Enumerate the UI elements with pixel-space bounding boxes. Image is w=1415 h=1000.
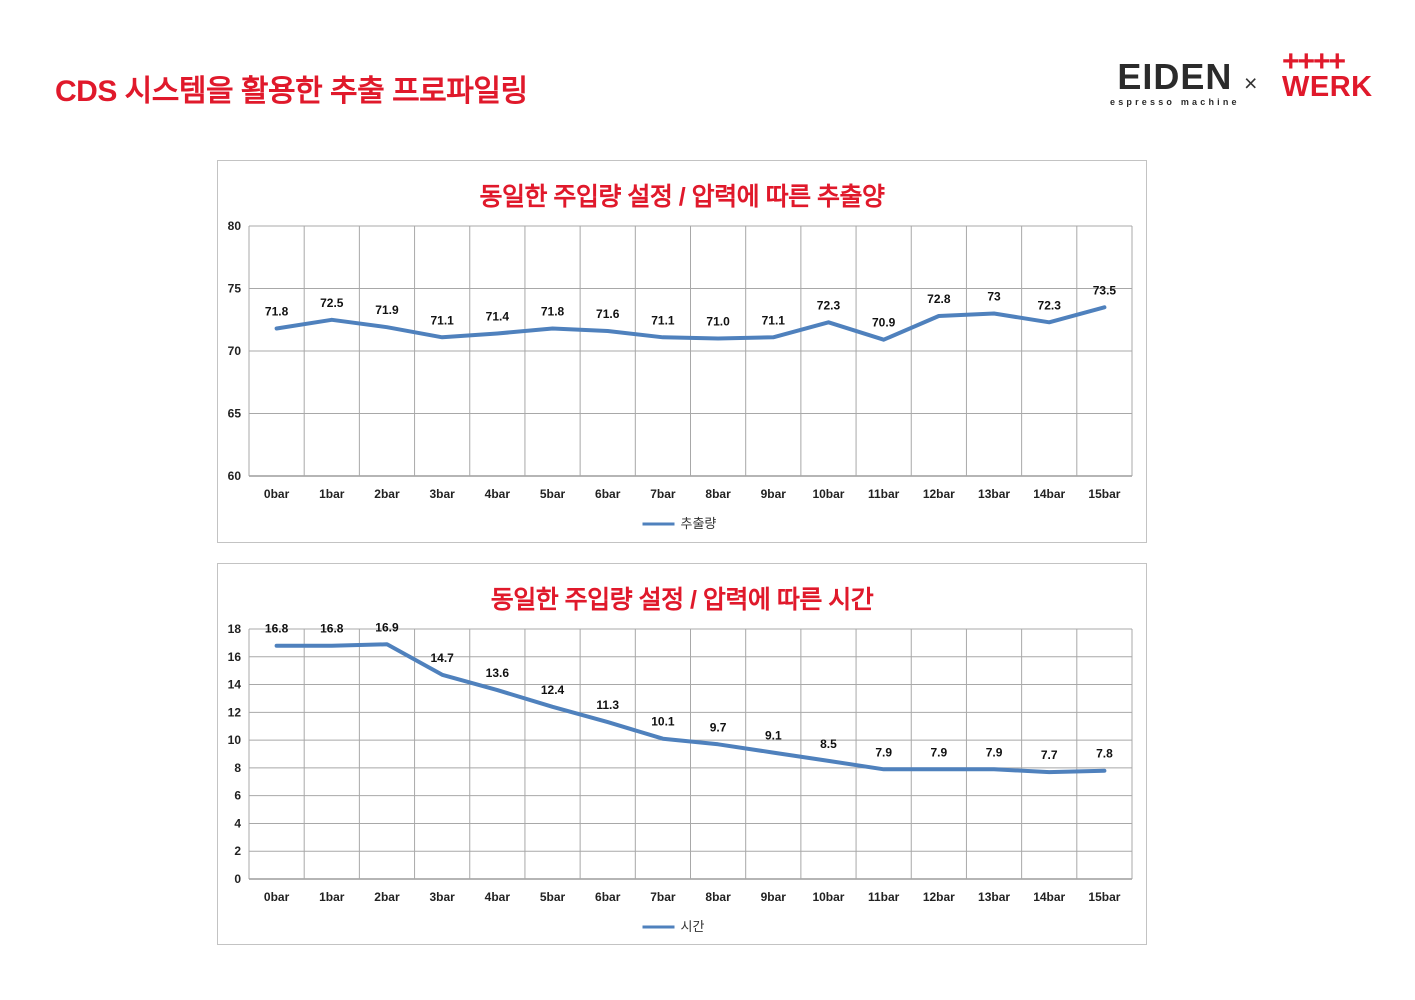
svg-text:0: 0 [234, 872, 241, 886]
svg-text:10.1: 10.1 [651, 715, 675, 729]
svg-text:12: 12 [228, 705, 242, 719]
svg-text:16: 16 [228, 650, 242, 664]
svg-text:10: 10 [228, 733, 242, 747]
svg-text:71.4: 71.4 [486, 310, 510, 324]
collab-x-icon: × [1244, 70, 1258, 96]
svg-text:71.1: 71.1 [651, 313, 675, 327]
svg-text:3bar: 3bar [429, 487, 455, 501]
svg-text:7bar: 7bar [650, 487, 676, 501]
svg-text:15bar: 15bar [1088, 487, 1120, 501]
svg-text:73.5: 73.5 [1093, 283, 1117, 297]
svg-text:4bar: 4bar [485, 890, 511, 904]
svg-text:14: 14 [228, 678, 242, 692]
svg-text:14.7: 14.7 [430, 651, 454, 665]
eiden-wordmark: EIDEN [1117, 56, 1233, 97]
svg-text:12.4: 12.4 [541, 683, 565, 697]
svg-text:72.3: 72.3 [1038, 298, 1062, 312]
svg-text:8: 8 [234, 761, 241, 775]
svg-text:80: 80 [228, 219, 242, 233]
svg-text:7.9: 7.9 [986, 745, 1003, 759]
svg-text:6: 6 [234, 789, 241, 803]
extraction-amount-chart-panel: 동일한 주입량 설정 / 압력에 따른 추출양 60 65 70 75 80 0bar 1b… [217, 160, 1147, 543]
eiden-logo: EIDEN espresso machine [1110, 56, 1240, 108]
svg-text:11bar: 11bar [868, 890, 900, 904]
svg-text:10bar: 10bar [812, 487, 844, 501]
svg-text:7.7: 7.7 [1041, 748, 1058, 762]
svg-text:16.8: 16.8 [265, 622, 289, 636]
svg-text:7bar: 7bar [650, 890, 676, 904]
svg-text:13bar: 13bar [978, 487, 1010, 501]
svg-text:16.9: 16.9 [375, 620, 399, 634]
svg-text:71.8: 71.8 [541, 305, 565, 319]
svg-text:14bar: 14bar [1033, 890, 1065, 904]
svg-text:11.3: 11.3 [596, 698, 619, 712]
svg-text:추출량: 추출량 [681, 516, 717, 531]
time-line-chart: 0 2 4 6 8 10 12 14 16 18 0bar 1bar 2bar 3bar 4bar 5bar 6… [228, 620, 1133, 934]
svg-text:0bar: 0bar [264, 487, 290, 501]
svg-text:6bar: 6bar [595, 487, 621, 501]
time-chart-panel: 동일한 주입량 설정 / 압력에 따른 시간 0 2 4 6 8 10 12 14 16 18 0b… [217, 563, 1147, 945]
extraction-chart-title: 동일한 주입량 설정 / 압력에 따른 추출양 [479, 183, 885, 211]
svg-text:70: 70 [228, 344, 242, 358]
svg-text:10bar: 10bar [812, 890, 844, 904]
svg-text:8.5: 8.5 [820, 737, 837, 751]
svg-text:5bar: 5bar [540, 890, 566, 904]
svg-text:13bar: 13bar [978, 890, 1010, 904]
svg-text:7.8: 7.8 [1096, 747, 1113, 761]
svg-text:71.1: 71.1 [762, 313, 786, 327]
svg-text:9.7: 9.7 [710, 720, 727, 734]
svg-text:2: 2 [234, 844, 241, 858]
svg-text:14bar: 14bar [1033, 487, 1065, 501]
svg-text:2bar: 2bar [374, 487, 400, 501]
werk-wordmark: WERK [1282, 71, 1373, 103]
svg-text:60: 60 [228, 469, 242, 483]
svg-text:4: 4 [234, 816, 241, 830]
svg-text:71.1: 71.1 [430, 313, 454, 327]
svg-text:2bar: 2bar [374, 890, 400, 904]
svg-text:71.8: 71.8 [265, 305, 289, 319]
extraction-amount-line-chart: 60 65 70 75 80 0bar 1bar 2bar 3bar 4bar 5bar 6bar 7b… [228, 219, 1133, 531]
svg-text:8bar: 8bar [705, 890, 731, 904]
time-chart-title: 동일한 주입량 설정 / 압력에 따른 시간 [490, 586, 874, 614]
svg-text:1bar: 1bar [319, 890, 345, 904]
svg-text:70.9: 70.9 [872, 316, 896, 330]
svg-text:5bar: 5bar [540, 487, 566, 501]
svg-text:65: 65 [228, 407, 242, 421]
svg-text:7.9: 7.9 [875, 745, 892, 759]
page-title: CDS 시스템을 활용한 추출 프로파일링 [55, 75, 528, 108]
svg-text:72.5: 72.5 [320, 296, 344, 310]
svg-text:12bar: 12bar [923, 890, 955, 904]
svg-text:72.8: 72.8 [927, 292, 951, 306]
svg-text:12bar: 12bar [923, 487, 955, 501]
svg-text:3bar: 3bar [429, 890, 455, 904]
svg-text:71.0: 71.0 [706, 315, 730, 329]
svg-text:8bar: 8bar [705, 487, 731, 501]
svg-text:7.9: 7.9 [931, 745, 948, 759]
svg-text:0bar: 0bar [264, 890, 290, 904]
svg-text:4bar: 4bar [485, 487, 511, 501]
svg-text:13.6: 13.6 [486, 666, 510, 680]
eiden-tagline: espresso machine [1110, 97, 1240, 108]
svg-text:6bar: 6bar [595, 890, 621, 904]
svg-text:1bar: 1bar [319, 487, 345, 501]
svg-text:9bar: 9bar [761, 890, 787, 904]
svg-text:71.6: 71.6 [596, 307, 620, 321]
werk-plus-icon: ++++ [1282, 45, 1346, 78]
svg-text:16.8: 16.8 [320, 622, 344, 636]
svg-text:시간: 시간 [681, 919, 705, 934]
svg-text:11bar: 11bar [868, 487, 900, 501]
svg-text:15bar: 15bar [1088, 890, 1120, 904]
svg-text:18: 18 [228, 622, 242, 636]
svg-text:73: 73 [987, 290, 1001, 304]
svg-text:72.3: 72.3 [817, 298, 841, 312]
svg-text:71.9: 71.9 [375, 303, 399, 317]
svg-text:75: 75 [228, 282, 242, 296]
svg-text:9bar: 9bar [761, 487, 787, 501]
werk-logo: ++++ WERK [1282, 45, 1373, 103]
svg-text:9.1: 9.1 [765, 729, 782, 743]
